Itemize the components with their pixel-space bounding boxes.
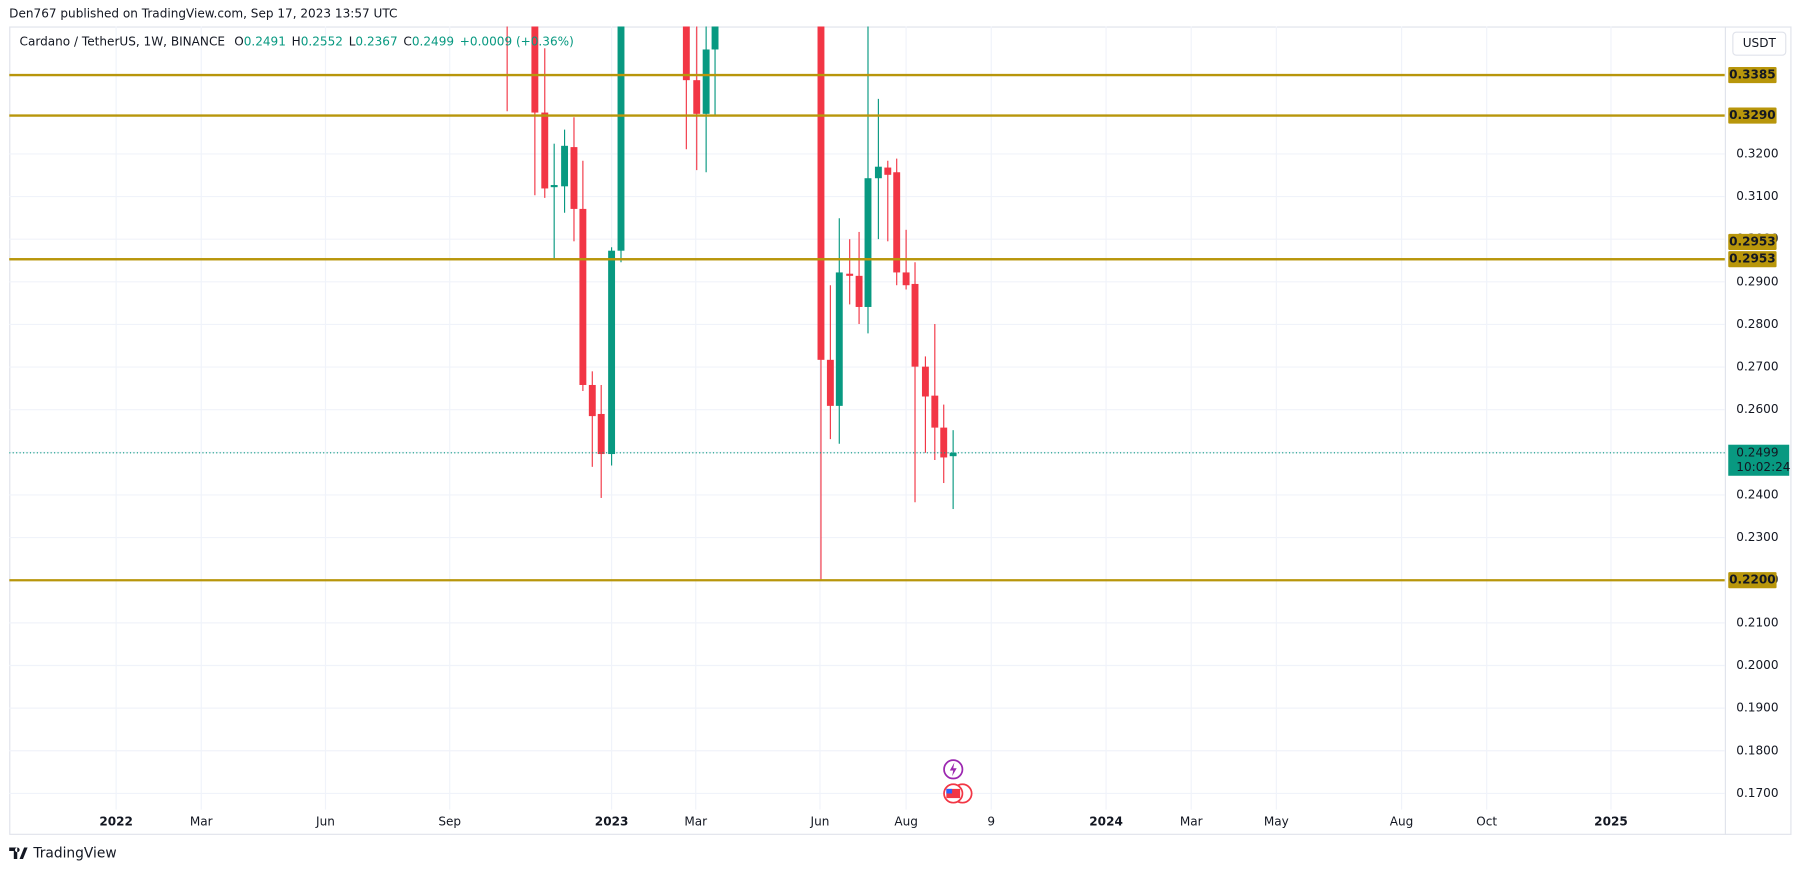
y-tick-label: 0.3200: [1736, 146, 1778, 160]
x-tick-label: 2022: [99, 815, 133, 829]
candle-body: [682, 26, 690, 81]
button-frame: [1732, 31, 1787, 56]
level-label-box: [1728, 233, 1777, 251]
x-tick-label: 2023: [595, 815, 629, 829]
countdown: 10:02:24: [1736, 460, 1790, 474]
level-label: 0.2953: [1729, 234, 1776, 248]
x-tick-label: 9: [987, 815, 995, 829]
y-tick-label: 0.1900: [1736, 701, 1778, 715]
y-tick-label: 0.2100: [1736, 615, 1778, 629]
footer-brand: TradingView: [32, 845, 116, 861]
level-label: 0.2953: [1729, 252, 1776, 266]
candle-body: [940, 427, 948, 458]
y-tick-label: 0.2600: [1736, 402, 1778, 416]
chart-frame: [9, 26, 1792, 835]
level-label: 0.2200: [1729, 573, 1776, 587]
candle-body: [579, 208, 587, 385]
published-note: Den767 published on TradingView.com, Sep…: [9, 6, 397, 20]
ohlc-value: 0.2552: [301, 34, 343, 48]
x-tick-label: Mar: [190, 815, 213, 829]
ohlc-value: 0.2499: [412, 34, 454, 48]
ohlc-value: 0.2367: [355, 34, 397, 48]
candle-body: [902, 272, 910, 286]
candle-body: [693, 80, 701, 114]
x-tick-label: Jun: [810, 815, 830, 829]
flag: [946, 788, 953, 794]
level-label: 0.3290: [1729, 108, 1776, 122]
y-tick-label: 0.2900: [1736, 274, 1778, 288]
last-price-label: 0.2499: [1736, 445, 1778, 459]
candle-body: [617, 26, 625, 251]
footer-logo: [9, 847, 28, 860]
x-tick-label: Aug: [1390, 815, 1414, 829]
y-tick-label: 0.2000: [1736, 658, 1778, 672]
event-icons: [943, 759, 973, 804]
candle-body: [864, 178, 872, 307]
y-tick-label: 0.2700: [1736, 360, 1778, 374]
logo-mark: [9, 847, 28, 860]
level-label-box: [1728, 572, 1777, 589]
candle-body: [550, 185, 558, 188]
y-tick-label: 0.3100: [1736, 189, 1778, 203]
grid: [9, 26, 1725, 810]
flag: [946, 788, 961, 799]
candle-body: [702, 49, 710, 114]
candle-body: [921, 366, 929, 397]
currency-button[interactable]: USDT: [1743, 36, 1777, 50]
ohlc-key: C: [403, 34, 411, 48]
candle-body: [711, 26, 719, 50]
y-tick-label: 0.2300: [1736, 530, 1778, 544]
x-tick-label: May: [1264, 815, 1289, 829]
x-tick-label: Jun: [315, 815, 335, 829]
candle-body: [931, 395, 939, 428]
candle-body: [597, 413, 605, 455]
candle-body: [608, 250, 616, 455]
lightning: [949, 762, 957, 777]
change: +0.0009 (+0.36%): [460, 34, 574, 48]
candle-body: [884, 167, 892, 175]
y-tick-label: 0.1800: [1736, 743, 1778, 757]
candle-body: [826, 359, 834, 406]
x-tick-label: Sep: [438, 815, 461, 829]
x-tick-label: Mar: [684, 815, 707, 829]
axes: 0.1700 0.1800 0.1900 0.2000 0.2100 0.2200 0.23…: [99, 66, 1790, 829]
candle-body: [531, 26, 539, 113]
last-price-box: [1728, 444, 1790, 476]
legend: Cardano / TetherUS, 1W, BINANCE O0.2491 H0…: [20, 34, 574, 48]
candle-body: [588, 384, 596, 417]
x-tick-label: Oct: [1476, 815, 1497, 829]
y-tick-label: 0.2400: [1736, 487, 1778, 501]
level-label-box: [1728, 251, 1777, 268]
y-tick-label: 0.1700: [1736, 786, 1778, 800]
candle-body: [561, 145, 569, 187]
level-label: 0.3385: [1729, 68, 1776, 82]
candle-body: [911, 283, 919, 367]
x-tick-label: Mar: [1180, 815, 1203, 829]
candle-body: [846, 273, 854, 276]
candle-body: [855, 275, 863, 307]
level-label-box: [1728, 107, 1777, 124]
candle-body: [874, 166, 882, 179]
candle-body: [817, 26, 825, 360]
ohlc-value: 0.2491: [244, 34, 286, 48]
y-tick-label: 0.2800: [1736, 317, 1778, 331]
plot: [9, 3, 1725, 582]
symbol-title: Cardano / TetherUS, 1W, BINANCE: [20, 34, 225, 48]
ohlc-key: O: [234, 34, 243, 48]
candle-body: [949, 452, 957, 457]
x-tick-label: 2025: [1594, 815, 1628, 829]
x-tick-label: Aug: [894, 815, 918, 829]
ohlc-key: H: [292, 34, 301, 48]
candle-body: [570, 147, 578, 209]
x-tick-label: 2024: [1089, 815, 1123, 829]
level-label-box: [1728, 66, 1777, 84]
candle-body: [835, 272, 843, 406]
candle-body: [893, 172, 901, 273]
ohlc-key: L: [349, 34, 356, 48]
candle-body: [541, 112, 549, 189]
candle-body: [504, 3, 511, 18]
usdt-button[interactable]: USDT: [1732, 31, 1787, 56]
